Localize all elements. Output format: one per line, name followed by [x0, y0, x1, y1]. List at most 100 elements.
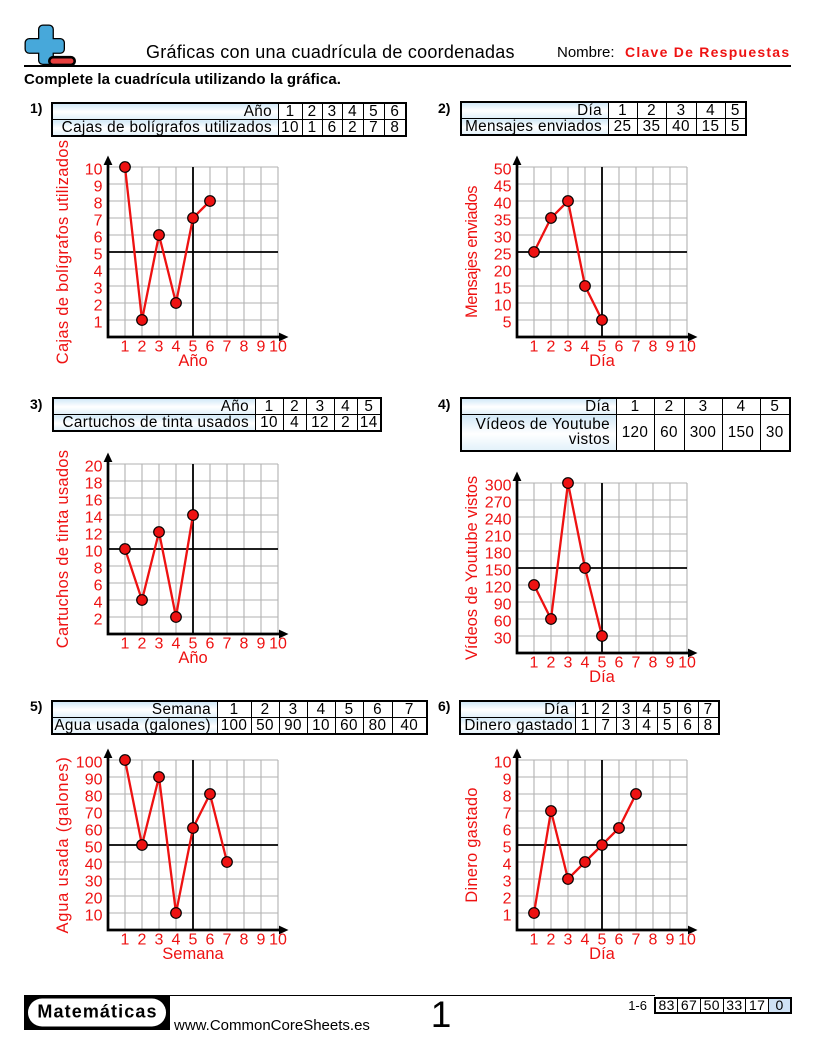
svg-text:Día: Día — [589, 352, 616, 370]
svg-text:4: 4 — [580, 931, 589, 948]
svg-text:7: 7 — [631, 655, 640, 672]
svg-text:Dinero gastado: Dinero gastado — [463, 787, 481, 902]
svg-text:8: 8 — [502, 788, 511, 805]
svg-text:50: 50 — [85, 840, 103, 857]
svg-text:5: 5 — [597, 655, 606, 672]
svg-text:20: 20 — [493, 264, 511, 281]
svg-text:2: 2 — [546, 931, 555, 948]
svg-text:180: 180 — [484, 546, 511, 563]
svg-text:10: 10 — [85, 543, 103, 560]
svg-text:6: 6 — [502, 822, 511, 839]
svg-text:4: 4 — [172, 636, 181, 653]
svg-text:9: 9 — [257, 636, 266, 653]
svg-text:35: 35 — [493, 213, 511, 230]
svg-text:6: 6 — [614, 339, 623, 356]
svg-text:300: 300 — [484, 478, 511, 495]
svg-text:2: 2 — [502, 890, 511, 907]
svg-text:8: 8 — [94, 560, 103, 577]
svg-text:Cajas de bolígrafos utilizados: Cajas de bolígrafos utilizados — [54, 140, 72, 365]
svg-text:9: 9 — [94, 179, 103, 196]
svg-text:Semana: Semana — [162, 945, 224, 963]
svg-text:10: 10 — [678, 655, 696, 672]
svg-text:Día: Día — [589, 945, 616, 963]
svg-text:2: 2 — [546, 655, 555, 672]
svg-text:30: 30 — [85, 874, 103, 891]
svg-text:3: 3 — [155, 636, 164, 653]
svg-text:12: 12 — [85, 526, 103, 543]
svg-text:8: 8 — [240, 339, 249, 356]
svg-text:5: 5 — [597, 931, 606, 948]
svg-text:4: 4 — [502, 856, 511, 873]
svg-text:50: 50 — [493, 162, 511, 179]
svg-text:100: 100 — [76, 755, 103, 772]
svg-text:5: 5 — [502, 839, 511, 856]
svg-text:Día: Día — [589, 668, 616, 686]
svg-text:4: 4 — [580, 339, 589, 356]
svg-text:Año: Año — [178, 649, 207, 667]
svg-text:3: 3 — [502, 873, 511, 890]
svg-text:4: 4 — [172, 932, 181, 949]
svg-text:7: 7 — [223, 932, 232, 949]
svg-text:8: 8 — [648, 931, 657, 948]
svg-text:150: 150 — [484, 563, 511, 580]
svg-text:4: 4 — [94, 264, 103, 281]
svg-text:Año: Año — [178, 352, 207, 370]
svg-text:10: 10 — [85, 162, 103, 179]
svg-text:6: 6 — [94, 577, 103, 594]
svg-text:20: 20 — [85, 891, 103, 908]
svg-text:9: 9 — [257, 932, 266, 949]
svg-text:3: 3 — [94, 281, 103, 298]
svg-text:4: 4 — [94, 594, 103, 611]
svg-text:6: 6 — [206, 339, 215, 356]
svg-text:3: 3 — [563, 931, 572, 948]
svg-text:Mensajes enviados: Mensajes enviados — [463, 186, 481, 318]
svg-text:10: 10 — [493, 754, 511, 771]
svg-text:5: 5 — [502, 315, 511, 332]
svg-text:Cartuchos de tinta usados: Cartuchos de tinta usados — [54, 450, 72, 648]
svg-text:7: 7 — [223, 636, 232, 653]
svg-text:Matemáticas: Matemáticas — [37, 1002, 157, 1022]
svg-text:6: 6 — [614, 655, 623, 672]
svg-text:60: 60 — [493, 614, 511, 631]
svg-text:15: 15 — [493, 281, 511, 298]
svg-text:9: 9 — [665, 339, 674, 356]
svg-text:8: 8 — [240, 636, 249, 653]
svg-text:1: 1 — [502, 907, 511, 924]
svg-text:3: 3 — [155, 339, 164, 356]
svg-text:2: 2 — [94, 298, 103, 315]
svg-text:5: 5 — [189, 932, 198, 949]
svg-text:5: 5 — [94, 247, 103, 264]
svg-text:5: 5 — [189, 636, 198, 653]
svg-text:270: 270 — [484, 495, 511, 512]
svg-text:120: 120 — [484, 580, 511, 597]
svg-text:25: 25 — [493, 247, 511, 264]
svg-text:1: 1 — [121, 932, 130, 949]
svg-text:1: 1 — [121, 636, 130, 653]
svg-text:4: 4 — [580, 655, 589, 672]
svg-text:9: 9 — [502, 771, 511, 788]
svg-text:8: 8 — [94, 196, 103, 213]
svg-text:2: 2 — [138, 339, 147, 356]
svg-text:2: 2 — [94, 611, 103, 628]
svg-text:45: 45 — [493, 179, 511, 196]
svg-text:10: 10 — [85, 908, 103, 925]
svg-text:80: 80 — [85, 789, 103, 806]
svg-text:16: 16 — [85, 492, 103, 509]
svg-text:10: 10 — [678, 931, 696, 948]
svg-text:1: 1 — [529, 931, 538, 948]
svg-text:40: 40 — [493, 196, 511, 213]
svg-text:5: 5 — [189, 339, 198, 356]
svg-text:7: 7 — [223, 339, 232, 356]
svg-text:1: 1 — [529, 339, 538, 356]
svg-text:8: 8 — [240, 932, 249, 949]
svg-text:9: 9 — [665, 655, 674, 672]
svg-text:Vídeos de Youtube vistos: Vídeos de Youtube vistos — [463, 476, 481, 660]
svg-text:1: 1 — [121, 339, 130, 356]
svg-text:3: 3 — [155, 932, 164, 949]
svg-text:9: 9 — [257, 339, 266, 356]
svg-text:10: 10 — [269, 636, 287, 653]
svg-text:40: 40 — [85, 857, 103, 874]
svg-text:60: 60 — [85, 823, 103, 840]
svg-text:18: 18 — [85, 475, 103, 492]
svg-text:7: 7 — [631, 931, 640, 948]
